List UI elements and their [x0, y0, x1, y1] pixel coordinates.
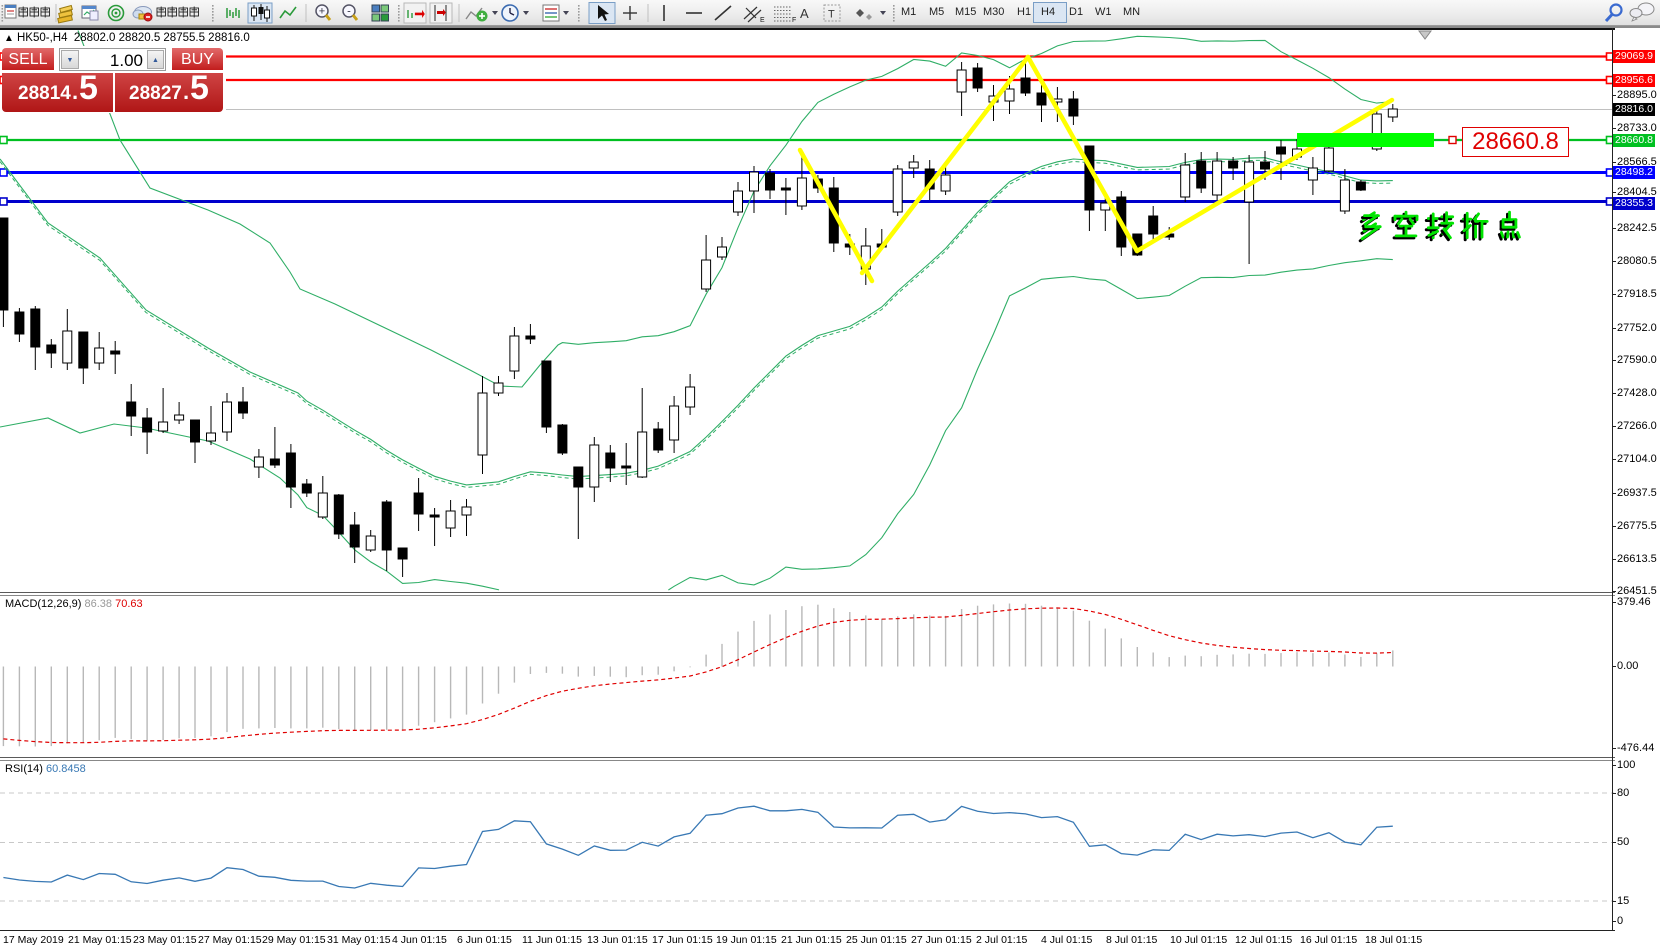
svg-text:F: F	[792, 17, 796, 24]
svg-text:+: +	[319, 6, 325, 18]
svg-text:-: -	[347, 6, 351, 18]
svg-text:A: A	[800, 6, 809, 21]
svg-text:T: T	[828, 9, 835, 21]
svg-text:E: E	[760, 17, 765, 24]
